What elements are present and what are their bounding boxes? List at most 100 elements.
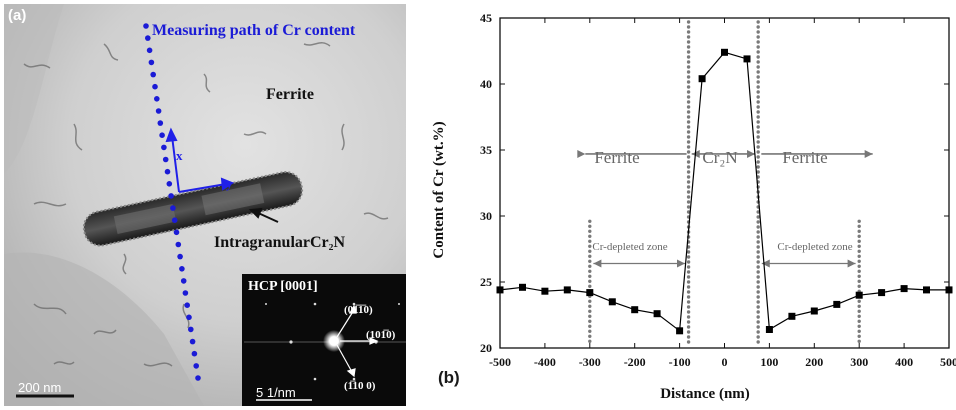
- boundary-dot: [588, 239, 592, 243]
- boundary-dot: [686, 200, 691, 204]
- boundary-dot: [588, 279, 592, 283]
- boundary-dot: [756, 120, 760, 124]
- boundary-dot: [686, 320, 691, 324]
- measuring-path-dot: [179, 266, 185, 272]
- x-tick-label: 300: [850, 355, 868, 369]
- boundary-dot: [857, 274, 861, 278]
- measuring-path-dot: [168, 193, 174, 199]
- measuring-path-dot: [186, 314, 192, 321]
- boundary-dot: [857, 264, 861, 268]
- boundary-dot: [686, 165, 691, 169]
- boundary-dot: [756, 335, 760, 339]
- measuring-path-dot: [148, 59, 155, 66]
- boundary-dot: [756, 170, 760, 174]
- x-tick-label: 0: [722, 355, 728, 369]
- measuring-path-caption: Measuring path of Cr content: [152, 22, 356, 39]
- boundary-dot: [686, 80, 691, 84]
- boundary-dot: [756, 255, 760, 259]
- boundary-dot: [857, 239, 861, 243]
- boundary-dot: [686, 135, 691, 139]
- data-point: [833, 300, 841, 308]
- x-tick-label: -400: [534, 355, 556, 369]
- x-tick-label: 100: [760, 355, 778, 369]
- boundary-dot: [756, 135, 760, 139]
- boundary-dot: [756, 325, 760, 329]
- boundary-dot: [857, 324, 861, 328]
- measuring-path-dot: [193, 363, 199, 369]
- boundary-dot: [588, 274, 592, 278]
- boundary-dot: [588, 284, 592, 288]
- y-tick-label: 20: [480, 341, 492, 355]
- panel-a-label: (a): [8, 7, 27, 24]
- boundary-dot: [686, 175, 691, 179]
- boundary-dot: [756, 250, 760, 254]
- boundary-dot: [756, 25, 760, 29]
- data-point: [563, 286, 571, 294]
- measuring-path-dot: [171, 217, 178, 223]
- boundary-dot: [686, 305, 691, 309]
- boundary-dot: [857, 304, 861, 308]
- boundary-dot: [686, 145, 691, 149]
- boundary-dot: [686, 130, 691, 134]
- boundary-dot: [756, 310, 760, 314]
- boundary-dot: [686, 55, 691, 59]
- measuring-path-dot: [188, 326, 194, 333]
- measuring-path-dot: [161, 144, 167, 151]
- zone-arrowhead: [577, 149, 586, 158]
- precipitate-label: IntragranularCr₂N: [214, 234, 346, 251]
- boundary-dot: [756, 305, 760, 309]
- ferrite-label: Ferrite: [266, 86, 314, 103]
- boundary-dot: [756, 150, 760, 154]
- axis-y-label: y: [226, 176, 233, 191]
- boundary-dot: [686, 60, 691, 64]
- boundary-dot: [686, 270, 691, 274]
- measuring-path-dot: [182, 290, 189, 296]
- boundary-dot: [756, 270, 760, 274]
- x-tick-label: 500: [940, 355, 956, 369]
- boundary-dot: [588, 339, 592, 343]
- boundary-dot: [756, 60, 760, 64]
- boundary-dot: [686, 190, 691, 194]
- boundary-dot: [756, 215, 760, 219]
- boundary-dot: [588, 319, 592, 323]
- boundary-dot: [686, 185, 691, 189]
- zone-arrowhead: [593, 259, 602, 268]
- zone-arrowhead: [847, 259, 856, 268]
- boundary-dot: [857, 319, 861, 323]
- boundary-dot: [686, 35, 691, 39]
- boundary-dot: [756, 40, 760, 44]
- data-point: [878, 289, 886, 297]
- boundary-dot: [857, 234, 861, 238]
- boundary-dot: [686, 125, 691, 129]
- data-point: [496, 286, 504, 294]
- boundary-dot: [686, 90, 691, 94]
- boundary-dot: [857, 339, 861, 343]
- diffraction-spot-label: (01̅1̅0): [344, 304, 373, 316]
- boundary-dot: [857, 254, 861, 258]
- boundary-dot: [686, 285, 691, 289]
- data-point: [855, 291, 863, 299]
- boundary-dot: [588, 219, 592, 223]
- measuring-path-dot: [184, 302, 190, 309]
- boundary-dot: [686, 85, 691, 89]
- measuring-path-dot: [177, 253, 183, 260]
- boundary-dot: [686, 300, 691, 304]
- x-tick-label: -300: [579, 355, 601, 369]
- boundary-dot: [756, 105, 760, 109]
- boundary-dot: [756, 75, 760, 79]
- data-point: [765, 326, 773, 333]
- measuring-path-dot: [150, 71, 156, 78]
- boundary-dot: [756, 340, 760, 344]
- boundary-dot: [686, 335, 691, 339]
- measuring-path-dot: [155, 108, 162, 114]
- boundary-dot: [756, 110, 760, 114]
- data-point: [945, 286, 953, 294]
- boundary-dot: [686, 115, 691, 119]
- boundary-dot: [686, 250, 691, 254]
- boundary-dot: [588, 264, 592, 268]
- boundary-dot: [588, 329, 592, 333]
- measuring-path-dot: [157, 120, 164, 126]
- data-point: [743, 55, 751, 63]
- cr2n-precipitate: [82, 171, 304, 247]
- y-tick-label: 25: [480, 275, 492, 289]
